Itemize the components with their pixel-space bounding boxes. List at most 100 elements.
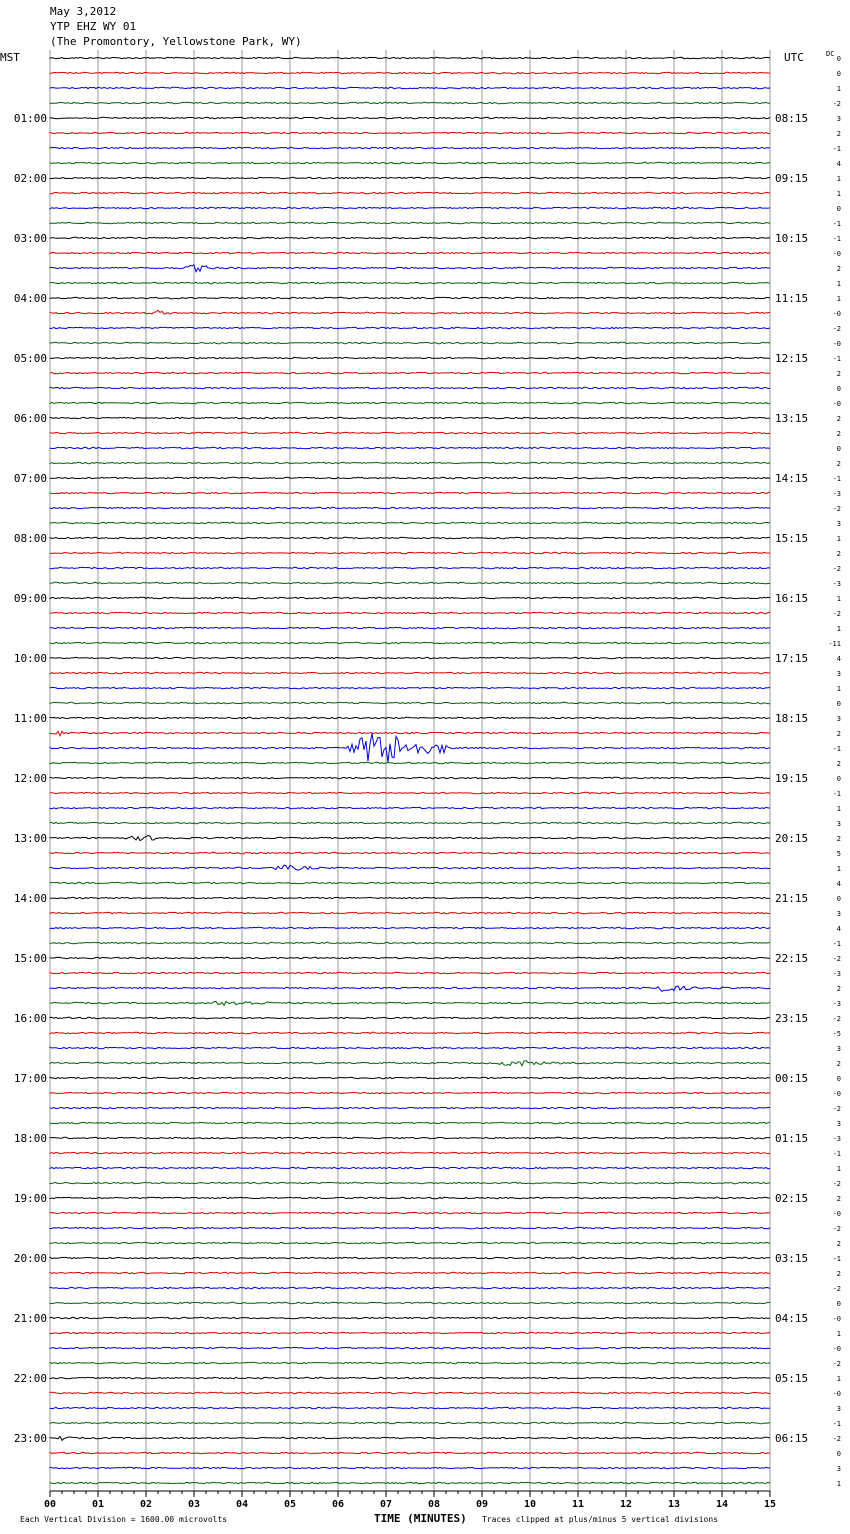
mst-hour-label: 07:00 <box>14 472 47 485</box>
utc-label: UTC <box>784 51 804 64</box>
seismic-trace <box>49 1196 771 1200</box>
seismic-trace <box>49 1481 771 1485</box>
dc-offset-label: -1 <box>833 475 841 483</box>
dc-offset-label: -2 <box>833 1180 841 1188</box>
seismic-trace <box>49 941 771 945</box>
seismic-trace <box>49 461 771 465</box>
dc-offset-label: 4 <box>837 880 841 888</box>
utc-hour-label: 08:15 <box>775 112 808 125</box>
seismic-trace <box>49 1376 770 1380</box>
mst-hour-label: 20:00 <box>14 1252 47 1265</box>
dc-offset-label: -2 <box>833 1285 841 1293</box>
utc-hour-label: 19:15 <box>775 772 808 785</box>
dc-offset-label: 2 <box>837 760 841 768</box>
mst-hour-label: 21:00 <box>14 1312 47 1325</box>
seismic-trace <box>49 701 771 705</box>
seismic-trace <box>49 356 771 360</box>
dc-offset-label: -1 <box>833 1420 841 1428</box>
dc-offset-label: 0 <box>837 700 841 708</box>
seismic-trace <box>49 1346 771 1350</box>
seismic-trace <box>49 864 770 871</box>
x-tick-label: 11 <box>572 1499 584 1510</box>
dc-offset-label: -0 <box>833 250 841 258</box>
seismic-trace <box>49 431 771 435</box>
dc-offset-label: 2 <box>837 130 841 138</box>
seismic-trace <box>49 806 771 810</box>
seismic-trace <box>49 761 771 765</box>
dc-offset-label: 2 <box>837 415 841 423</box>
dc-offset-label: -3 <box>833 580 841 588</box>
dc-offset-label: -0 <box>833 1390 841 1398</box>
seismic-trace <box>49 161 771 165</box>
dc-offset-label: -1 <box>833 355 841 363</box>
dc-offset-label: 0 <box>837 55 841 63</box>
x-tick-label: 15 <box>764 1499 776 1510</box>
dc-offset-label: -3 <box>833 970 841 978</box>
dc-offset-label: 3 <box>837 715 841 723</box>
mst-hour-label: 03:00 <box>14 232 47 245</box>
seismic-trace <box>49 1286 771 1290</box>
seismic-trace <box>49 521 771 525</box>
dc-offset-label: 0 <box>837 385 841 393</box>
header-date: May 3,2012 <box>50 5 117 18</box>
utc-hour-label: 13:15 <box>775 412 808 425</box>
dc-offset-label: 0 <box>837 1075 841 1083</box>
x-tick-label: 06 <box>332 1499 344 1510</box>
dc-offset-label: -11 <box>828 640 841 648</box>
seismic-trace <box>49 611 771 615</box>
mst-hour-label: 10:00 <box>14 652 47 665</box>
dc-offset-label: 1 <box>837 1165 841 1173</box>
dc-offset-label: -0 <box>833 1210 841 1218</box>
dc-offset-label: 5 <box>837 850 841 858</box>
seismic-trace <box>49 1091 771 1095</box>
seismic-trace <box>49 776 771 780</box>
dc-offset-label: 1 <box>837 535 841 543</box>
seismic-trace <box>49 326 771 330</box>
dc-offset-label: -3 <box>833 1135 841 1143</box>
seismic-trace <box>49 641 771 645</box>
seismic-trace <box>49 733 771 763</box>
mst-hour-label: 17:00 <box>14 1072 47 1085</box>
dc-offset-label: 3 <box>837 520 841 528</box>
x-tick-label: 13 <box>668 1499 680 1510</box>
seismic-trace <box>49 86 771 90</box>
seismic-trace <box>49 1331 771 1335</box>
x-tick-label: 10 <box>524 1499 536 1510</box>
dc-offset-label: 0 <box>837 1450 841 1458</box>
seismic-trace <box>49 101 771 105</box>
utc-hour-label: 02:15 <box>775 1192 808 1205</box>
dc-offset-label: -0 <box>833 340 841 348</box>
seismic-trace <box>49 236 771 240</box>
mst-hour-label: 04:00 <box>14 292 47 305</box>
mst-hour-label: 23:00 <box>14 1432 47 1445</box>
dc-offset-label: 0 <box>837 445 841 453</box>
dc-offset-label: 2 <box>837 370 841 378</box>
seismic-trace <box>49 131 771 135</box>
seismic-trace <box>49 1271 771 1275</box>
utc-hour-label: 11:15 <box>775 292 808 305</box>
seismic-trace <box>49 1256 771 1260</box>
dc-offset-label: -3 <box>833 1000 841 1008</box>
seismic-trace <box>49 686 771 690</box>
seismic-trace <box>49 1301 771 1305</box>
dc-offset-label: -1 <box>833 1150 841 1158</box>
dc-offset-label: -0 <box>833 1345 841 1353</box>
seismic-trace <box>49 1211 771 1215</box>
dc-offset-label: 4 <box>837 655 841 663</box>
mst-hour-label: 02:00 <box>14 172 47 185</box>
dc-offset-label: 2 <box>837 1060 841 1068</box>
seismic-trace <box>49 971 771 975</box>
seismic-trace <box>49 671 771 675</box>
mst-hour-label: 18:00 <box>14 1132 47 1145</box>
x-tick-label: 01 <box>92 1499 104 1510</box>
seismic-trace <box>49 416 771 420</box>
utc-hour-label: 03:15 <box>775 1252 808 1265</box>
seismic-trace <box>49 1151 771 1155</box>
seismic-trace <box>49 851 770 855</box>
seismic-trace <box>49 956 771 960</box>
seismic-trace <box>49 730 771 738</box>
dc-offset-label: 1 <box>837 1375 841 1383</box>
mst-hour-label: 08:00 <box>14 532 47 545</box>
seismic-trace <box>49 596 771 600</box>
dc-offset-label: 2 <box>837 460 841 468</box>
